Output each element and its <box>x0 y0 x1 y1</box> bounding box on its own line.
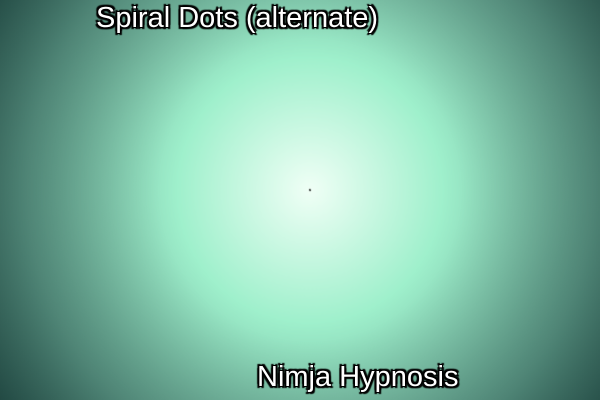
image-title: Spiral Dots (alternate) <box>95 2 379 34</box>
watermark-text: Nimja Hypnosis <box>256 361 459 393</box>
